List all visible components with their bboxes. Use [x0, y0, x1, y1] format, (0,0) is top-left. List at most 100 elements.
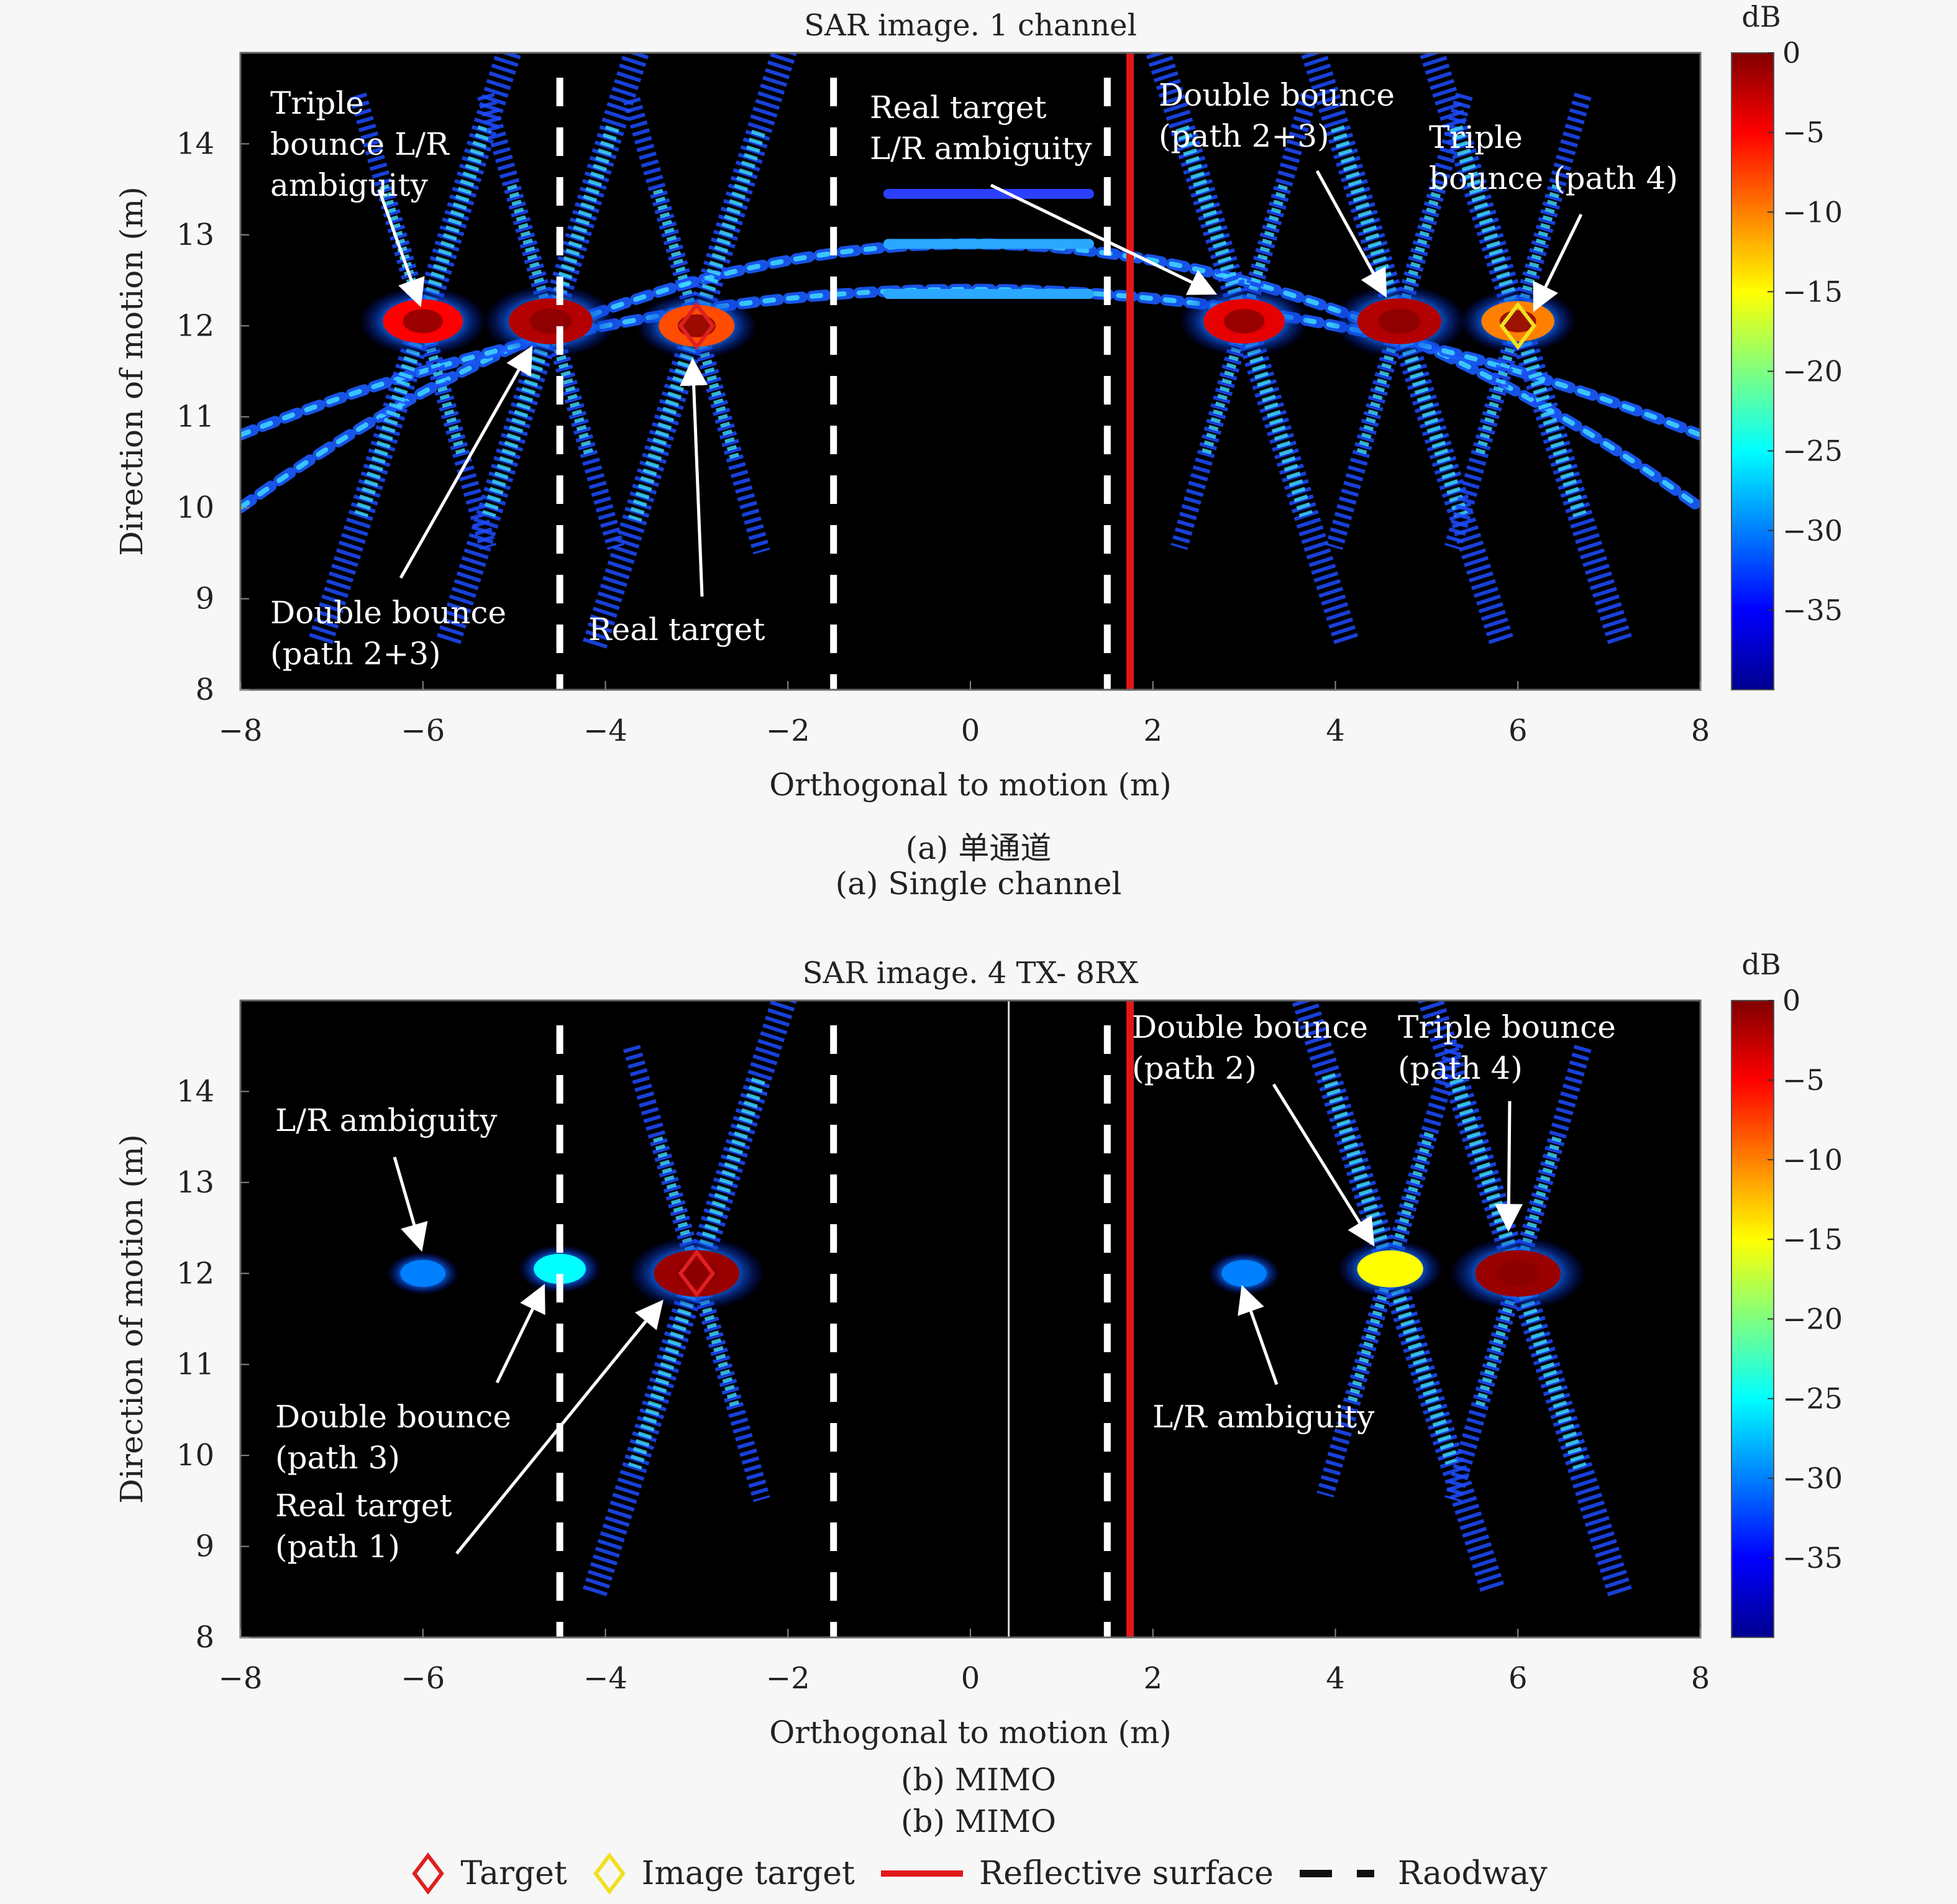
image-target-marker-1: [1499, 301, 1537, 350]
colorbar-tick-label: −35: [1782, 593, 1843, 627]
x-tick-label: 0: [961, 1661, 980, 1696]
annotation-text: Triple bounce: [1398, 1009, 1616, 1045]
annotation-text: L/R ambiguity: [870, 130, 1092, 167]
legend-item-target: Target: [409, 1852, 567, 1895]
scatterer-streak-core: [653, 188, 741, 463]
scatterer-peak: [677, 314, 716, 337]
caption-b-2: (b) MIMO: [900, 1803, 1057, 1839]
scatterer-3: [1208, 1252, 1280, 1295]
scatterer-core: [534, 1253, 586, 1284]
y-axis-label: Direction of motion (m): [114, 1134, 150, 1504]
annotation-double_left: Double bounce (path 2+3): [270, 346, 533, 672]
x-tick-label: 2: [1143, 713, 1162, 748]
chart-a: SAR image. 1 channel−8 −6 −4 −2 0 2 4 6 88910111…: [114, 0, 1843, 803]
y-tick-label: 11: [176, 400, 214, 434]
annotation-text: (path 3): [275, 1440, 400, 1476]
plot-content: [240, 53, 1700, 690]
annotation-text: Double bounce: [275, 1399, 511, 1435]
x-tick-label: 6: [1508, 713, 1528, 748]
colorbar-tick-label: −15: [1782, 275, 1843, 308]
x-tick-label: −4: [583, 1661, 627, 1696]
x-tick-label: 6: [1508, 1661, 1528, 1696]
y-tick-label: 12: [176, 1256, 214, 1291]
target-marker-0: [678, 1249, 716, 1298]
colorbar-tick-label: 0: [1782, 984, 1800, 1017]
colorbar-label: dB: [1741, 948, 1781, 981]
y-tick-label: 11: [176, 1347, 214, 1382]
caption-a-en: (a) Single channel: [835, 866, 1122, 902]
annotation-arrow: [680, 357, 708, 597]
scatterer-streak-core: [1474, 1136, 1562, 1411]
scatterer-0: [308, 53, 522, 649]
annotation-lr_right: L/R ambiguity: [1152, 1284, 1375, 1435]
legend-label-target: Target: [460, 1855, 567, 1892]
colorbar: [1731, 1000, 1774, 1638]
scatterer-peak: [403, 309, 443, 334]
colorbar-tick-label: −20: [1782, 1302, 1843, 1336]
x-axis-label: Orthogonal to motion (m): [769, 767, 1172, 803]
annotation-text: (path 2): [1132, 1050, 1257, 1086]
y-tick-label: 9: [195, 1529, 214, 1564]
x-tick-label: 8: [1691, 713, 1710, 748]
annotation-lr_left: L/R ambiguity: [275, 1102, 498, 1252]
colorbar-tick-label: −20: [1782, 355, 1843, 388]
colorbar-tick-label: 0: [1782, 36, 1800, 70]
target-marker-icon: [412, 1852, 445, 1895]
scatterer-streak-core: [1474, 184, 1562, 459]
annotation-double_path3: Double bounce (path 3): [275, 1283, 545, 1476]
scatterer-core: [1221, 1260, 1267, 1287]
y-tick-label: 10: [176, 1438, 214, 1473]
colorbar-tick-label: −5: [1782, 116, 1825, 149]
colorbar-tick-label: −35: [1782, 1541, 1843, 1575]
scatterer-peak: [529, 308, 572, 334]
reflective-surface-line-icon: [880, 1870, 963, 1877]
y-tick-label: 13: [176, 217, 214, 252]
y-tick-label: 9: [195, 582, 214, 616]
annotation-text: (path 4): [1398, 1050, 1523, 1086]
colorbar-tick-label: −10: [1782, 195, 1843, 229]
annotation-text: L/R ambiguity: [1152, 1399, 1375, 1435]
scatterer-core: [400, 1260, 445, 1287]
annotation-text: (path 2+3): [1159, 118, 1330, 154]
annotation-arrow: [990, 183, 1218, 295]
x-tick-label: −2: [766, 713, 810, 748]
annotation-real_lr: Real target L/R ambiguity: [870, 89, 1218, 295]
annotation-double_path2: Double bounce (path 2): [1132, 1009, 1375, 1247]
scatterer-1: [518, 1245, 602, 1293]
x-tick-label: −6: [401, 1661, 445, 1696]
annotation-text: bounce (path 4): [1429, 160, 1678, 196]
legend-item-image-target: Image target: [591, 1852, 855, 1895]
colorbar-tick-label: −25: [1782, 1382, 1843, 1416]
scatterer-streak-core: [379, 184, 467, 459]
annotation-text: Triple: [1429, 119, 1523, 155]
colorbar-tick-label: −10: [1782, 1143, 1843, 1176]
legend: Target Image target Reflective surface R…: [0, 1846, 1957, 1902]
annotation-text: Real target: [275, 1488, 452, 1524]
colorbar-tick-label: −5: [1782, 1063, 1825, 1097]
annotation-text: Double bounce: [270, 595, 506, 631]
scatterer-streak-core: [507, 184, 595, 459]
legend-item-roadway: Raodway: [1297, 1855, 1548, 1892]
caption-b-1: (b) MIMO: [900, 1762, 1057, 1798]
x-tick-label: 0: [961, 713, 980, 748]
annotation-text: (path 1): [275, 1529, 400, 1565]
scatterer-streak-core: [1200, 184, 1288, 459]
scatterer-streak-core: [653, 1136, 741, 1411]
legend-label-reflective-surface: Reflective surface: [978, 1855, 1274, 1892]
annotation-real_path1: Real target (path 1): [275, 1299, 664, 1565]
annotation-arrow: [399, 346, 533, 579]
annotation-real_target: Real target: [588, 357, 765, 648]
legend-label-image-target: Image target: [641, 1855, 855, 1892]
scatterer-streak-core: [1346, 1132, 1434, 1406]
annotation-text: L/R ambiguity: [275, 1102, 498, 1138]
annotation-triple_lr: Triple bounce L/R ambiguity: [270, 85, 450, 308]
colorbar-label: dB: [1741, 0, 1781, 34]
legend-label-roadway: Raodway: [1397, 1855, 1548, 1892]
y-tick-label: 8: [195, 1620, 214, 1655]
x-tick-label: 4: [1326, 1661, 1345, 1696]
plot-area: [240, 53, 1700, 690]
scatterer-2: [581, 53, 797, 653]
scatterer-peak: [1378, 308, 1421, 334]
image-target-marker-icon: [593, 1852, 626, 1895]
y-tick-label: 14: [176, 1074, 214, 1109]
